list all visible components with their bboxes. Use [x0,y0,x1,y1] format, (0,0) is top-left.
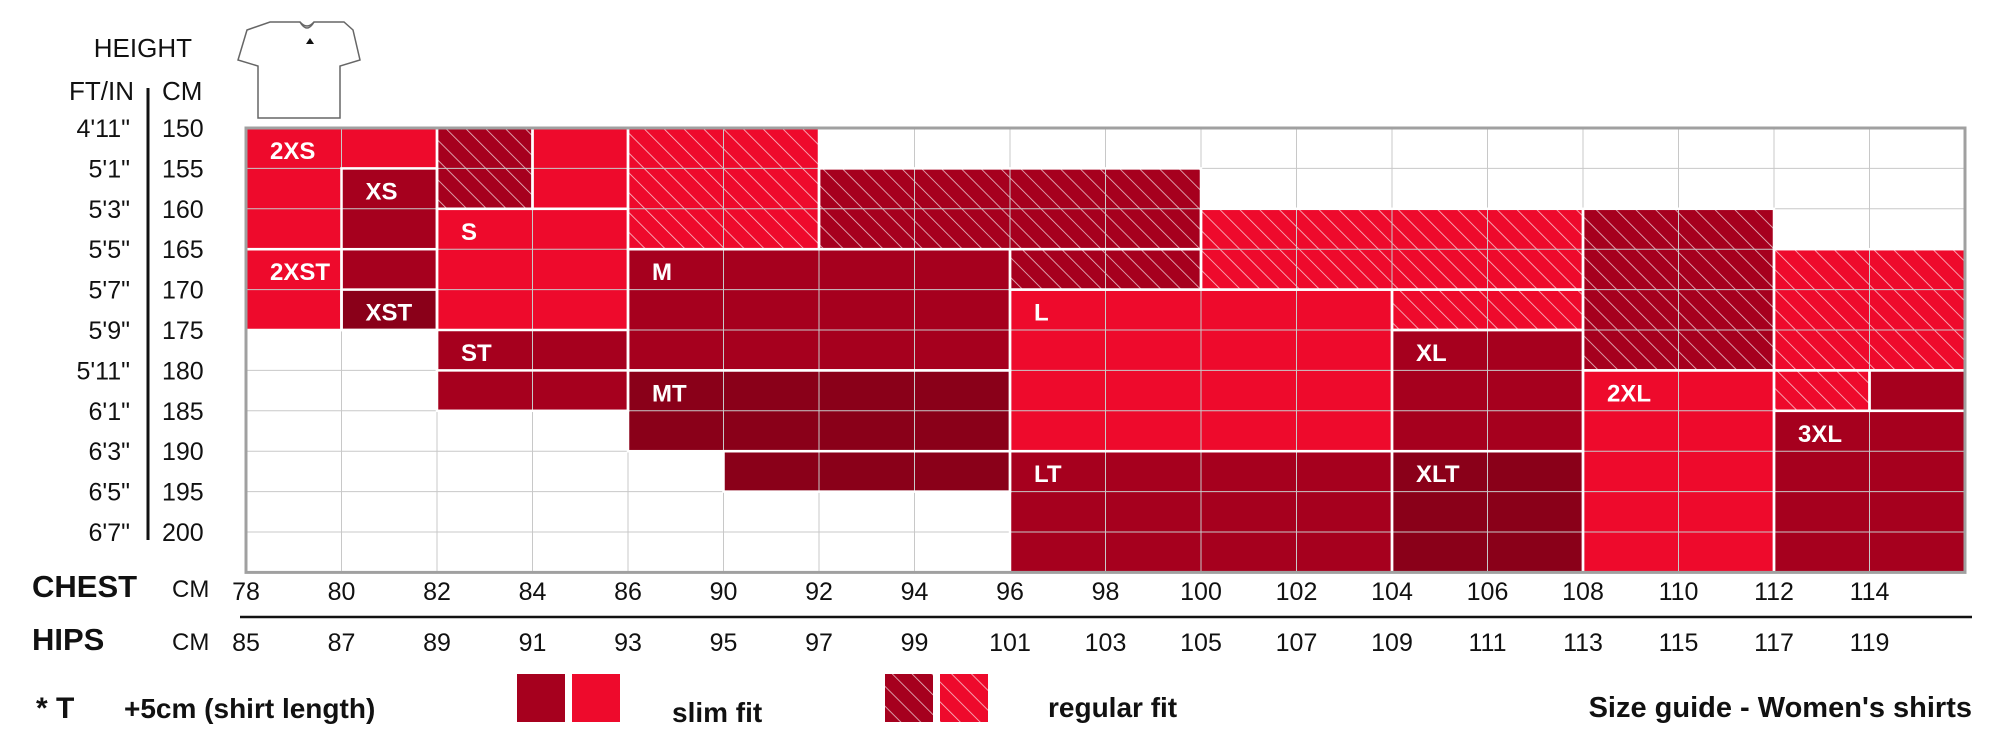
height-cm-label: 190 [162,438,204,466]
hips-tick-label: 95 [710,629,738,657]
hips-tick-label: 91 [519,629,547,657]
size-label-mt: MT [652,380,687,407]
hips-tick-label: 103 [1085,629,1127,657]
hips-tick-label: 109 [1371,629,1413,657]
height-cm-label: 175 [162,317,204,345]
hips-tick-label: 119 [1850,629,1890,657]
size-label-l: L [1034,300,1049,327]
size-label-2xst: 2XST [270,259,330,286]
chest-tick-label: 106 [1467,578,1509,606]
size-label-lt: LT [1034,461,1062,488]
chest-tick-label: 112 [1754,578,1794,606]
legend-slim-bright-swatch [572,674,620,722]
size-label-xlt: XLT [1416,461,1460,488]
hips-tick-label: 87 [328,629,356,657]
chest-tick-label: 94 [901,578,929,606]
chest-tick-label: 100 [1180,578,1222,606]
legend-slim-dark-swatch [517,674,565,722]
chest-tick-label: 92 [805,578,833,606]
tall-note: +5cm (shirt length) [124,693,375,724]
height-cm-label: 180 [162,357,204,385]
chest-tick-label: 82 [423,578,451,606]
hips-tick-label: 89 [423,629,451,657]
hips-tick-label: 105 [1180,629,1222,657]
height-ftin-label: 5'3" [89,196,130,224]
legend-regular-label: regular fit [1048,692,1177,723]
hips-tick-label: 117 [1754,629,1794,657]
hips-tick-label: 101 [989,629,1031,657]
chest-unit: CM [172,576,209,603]
hips-tick-label: 93 [614,629,642,657]
height-cm-label: 150 [162,115,204,143]
tall-marker: * T [36,692,74,725]
chest-tick-label: 78 [232,578,260,606]
labels-layer: 2XS 2XST XS XST S ST M MT L LT XL XLT 2XL 3XL [270,138,1842,488]
chest-tick-label: 90 [710,578,738,606]
size-label-2xs: 2XS [270,138,315,165]
size-label-2xl: 2XL [1607,380,1651,407]
size-label-xst: XST [366,300,413,327]
hips-title: HIPS [32,622,104,657]
height-cm-label: 170 [162,277,204,305]
size-region-xst-0 [341,289,437,330]
hips-unit: CM [172,629,209,656]
chest-tick-label: 108 [1562,578,1604,606]
hips-tick-label: 97 [805,629,833,657]
height-ftin-label: 6'1" [89,398,130,426]
chest-tick-label: 104 [1371,578,1413,606]
height-cm-label: 195 [162,479,204,507]
height-cm-label: 185 [162,398,204,426]
chest-tick-label: 102 [1276,578,1318,606]
height-ftin-label: 4'11" [76,115,130,143]
hips-tick-label: 107 [1276,629,1318,657]
chest-tick-label: 84 [519,578,547,606]
chest-tick-label: 114 [1850,578,1890,606]
height-ftin-label: 5'7" [89,277,130,305]
height-ftin-label: 5'9" [89,317,130,345]
size-region-3xl-1 [1869,370,1965,411]
size-label-3xl: 3XL [1798,421,1842,448]
height-ftin-label: 5'1" [89,155,130,183]
grid-border [244,126,1967,574]
measurement-axes: 78 80 82 84 86 90 92 94 96 98 100 102 104 106 108 110 11… [232,578,1889,657]
grid-layer [244,126,1967,574]
hips-tick-label: 115 [1659,629,1699,657]
chest-title: CHEST [32,569,137,604]
chest-tick-label: 110 [1659,578,1699,606]
height-axis: 4'11" 5'1" 5'3" 5'5" 5'7" 5'9" 5'11" 6'1" 6'3" 6'… [76,115,203,547]
size-label-m: M [652,259,672,286]
height-cm-label: 165 [162,236,204,264]
height-cm-label: 155 [162,155,204,183]
chest-tick-label: 98 [1092,578,1120,606]
height-ftin-label: 5'11" [76,357,130,385]
regular-fit-hatch-5-1 [1774,370,1870,411]
cm-label: CM [162,76,202,106]
hips-tick-label: 113 [1563,629,1603,657]
height-ftin-label: 5'5" [89,236,130,264]
guide-title: Size guide - Women's shirts [1589,692,1972,724]
height-ftin-label: 6'5" [89,479,130,507]
hips-tick-label: 85 [232,629,260,657]
height-cm-label: 200 [162,519,204,547]
height-ftin-label: 6'7" [89,519,130,547]
tshirt-icon [237,21,361,119]
region-outline [1772,369,1871,413]
legend-slim-label: slim fit [672,697,762,728]
chest-tick-label: 96 [996,578,1024,606]
ftin-label: FT/IN [69,76,134,106]
size-label-s: S [461,219,477,246]
size-region-mt-1 [723,451,1010,492]
height-cm-label: 160 [162,196,204,224]
size-label-xs: XS [366,178,398,205]
chest-tick-label: 80 [328,578,356,606]
height-label: HEIGHT [94,33,192,63]
hips-tick-label: 111 [1468,629,1506,657]
size-label-xl: XL [1416,340,1447,367]
size-label-st: ST [461,340,492,367]
hips-tick-label: 99 [901,629,929,657]
chest-tick-label: 86 [614,578,642,606]
height-ftin-label: 6'3" [89,438,130,466]
